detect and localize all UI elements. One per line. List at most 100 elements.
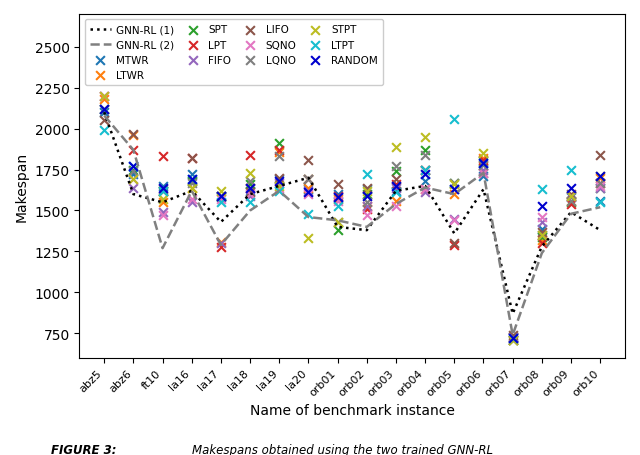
STPT <box>216 188 226 195</box>
MTWR <box>391 188 401 195</box>
LTWR <box>391 197 401 205</box>
FIFO <box>391 185 401 192</box>
STPT <box>333 219 343 226</box>
LQNO <box>537 232 547 239</box>
LQNO <box>508 336 518 344</box>
LIFO <box>595 152 605 159</box>
RANDOM <box>391 183 401 190</box>
SPT <box>595 185 605 192</box>
SQNO <box>449 217 460 224</box>
GNN-RL (2) <box>100 114 108 119</box>
LPT <box>391 181 401 188</box>
LTPT <box>478 160 488 167</box>
STPT <box>537 232 547 239</box>
SPT <box>274 141 284 148</box>
LQNO <box>391 163 401 171</box>
MTWR <box>537 225 547 233</box>
LPT <box>478 157 488 164</box>
LPT <box>362 206 372 213</box>
LPT <box>187 155 197 162</box>
FIFO <box>508 333 518 340</box>
LTPT <box>187 177 197 184</box>
SPT <box>508 336 518 344</box>
STPT <box>420 134 430 141</box>
GNN-RL (1) <box>567 210 575 215</box>
FIFO <box>595 185 605 192</box>
GNN-RL (1) <box>509 311 516 317</box>
GNN-RL (2) <box>217 243 225 248</box>
RANDOM <box>362 192 372 200</box>
FIFO <box>99 93 109 100</box>
GNN-RL (2) <box>188 189 196 194</box>
SQNO <box>362 212 372 220</box>
RANDOM <box>595 173 605 180</box>
SQNO <box>508 335 518 342</box>
FIFO <box>449 216 460 223</box>
RANDOM <box>157 185 168 192</box>
GNN-RL (1) <box>392 189 400 194</box>
LQNO <box>99 106 109 113</box>
LIFO <box>362 185 372 192</box>
LPT <box>595 180 605 187</box>
MTWR <box>187 172 197 179</box>
LPT <box>157 153 168 161</box>
RANDOM <box>333 194 343 202</box>
LTWR <box>333 196 343 203</box>
MTWR <box>245 188 255 195</box>
FIFO <box>362 202 372 210</box>
LTWR <box>362 202 372 210</box>
MTWR <box>362 186 372 193</box>
FIFO <box>245 192 255 200</box>
RANDOM <box>537 202 547 210</box>
SPT <box>420 147 430 154</box>
RANDOM <box>303 189 314 197</box>
SPT <box>99 106 109 113</box>
LIFO <box>274 175 284 182</box>
MTWR <box>216 194 226 202</box>
LPT <box>566 201 576 208</box>
GNN-RL (2) <box>334 218 342 223</box>
SPT <box>128 167 138 174</box>
LTWR <box>420 186 430 193</box>
LQNO <box>362 199 372 207</box>
LQNO <box>478 162 488 169</box>
FIFO <box>157 209 168 216</box>
MTWR <box>274 177 284 184</box>
GNN-RL (2) <box>567 212 575 217</box>
FIFO <box>537 219 547 226</box>
LTPT <box>420 167 430 174</box>
LTWR <box>478 155 488 162</box>
SQNO <box>187 196 197 203</box>
LTPT <box>157 188 168 195</box>
LTWR <box>566 197 576 205</box>
GNN-RL (1) <box>451 231 458 237</box>
STPT <box>595 173 605 180</box>
STPT <box>362 188 372 195</box>
SPT <box>333 227 343 234</box>
LIFO <box>449 240 460 248</box>
LTWR <box>216 238 226 246</box>
GNN-RL (1) <box>334 225 342 230</box>
STPT <box>391 144 401 151</box>
LIFO <box>187 155 197 162</box>
SQNO <box>420 186 430 193</box>
LTPT <box>566 167 576 174</box>
LPT <box>420 167 430 174</box>
GNN-RL (2) <box>246 208 254 214</box>
GNN-RL (2) <box>538 251 546 256</box>
LIFO <box>508 332 518 339</box>
GNN-RL (1) <box>188 189 196 194</box>
SPT <box>537 233 547 241</box>
LTWR <box>303 185 314 192</box>
SPT <box>478 158 488 166</box>
LTPT <box>99 127 109 135</box>
GNN-RL (2) <box>363 225 371 230</box>
RANDOM <box>128 163 138 171</box>
GNN-RL (1) <box>246 192 254 197</box>
FIFO <box>187 199 197 207</box>
LTWR <box>128 132 138 140</box>
LQNO <box>420 152 430 159</box>
GNN-RL (2) <box>159 246 166 251</box>
LQNO <box>333 219 343 226</box>
LTPT <box>362 172 372 179</box>
